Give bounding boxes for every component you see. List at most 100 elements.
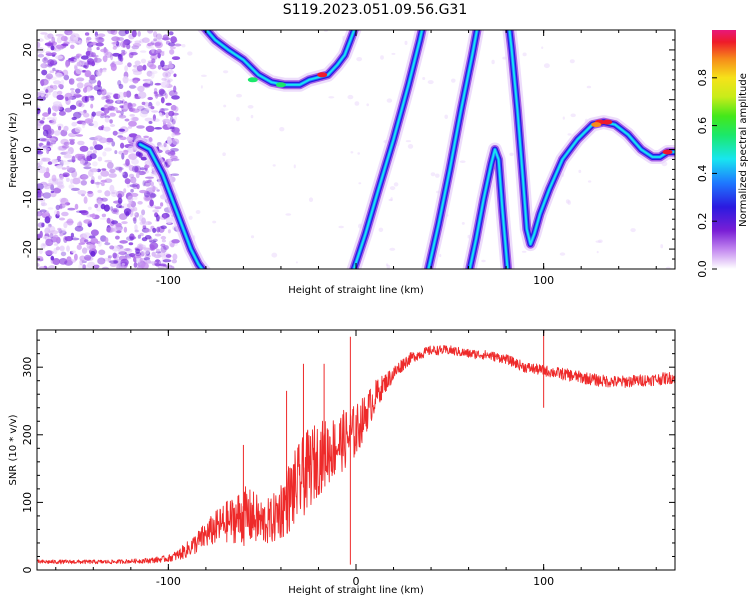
spectrogram-noise-speckle <box>47 161 53 165</box>
spectrogram-noise-speckle <box>164 93 168 99</box>
spectrogram-noise-speckle <box>104 117 110 123</box>
spectrogram-noise-speckle <box>153 31 158 38</box>
spectrogram-noise-speckle <box>147 180 152 183</box>
spectrogram-noise-speckle <box>90 229 99 236</box>
spectrogram-noise-speckle <box>338 225 345 229</box>
snr-x-axis-label: Height of straight line (km) <box>288 585 424 596</box>
spectrogram-noise-speckle <box>71 121 77 127</box>
spectrogram-noise-speckle <box>79 159 86 165</box>
spectrogram-noise-speckle <box>378 227 384 232</box>
spectrogram-noise-speckle <box>37 154 43 157</box>
spectrogram-y-tick-label: -20 <box>21 240 34 258</box>
spectrogram-noise-speckle <box>37 53 45 58</box>
colorbar-gradient <box>712 30 736 269</box>
spectrogram-noise-speckle <box>46 73 53 80</box>
spectrogram-noise-speckle <box>81 174 89 180</box>
spectrogram-noise-speckle <box>42 57 49 64</box>
spectrogram-noise-speckle <box>151 58 156 64</box>
spectrogram-noise-speckle <box>78 39 83 45</box>
spectrogram-noise-speckle <box>47 33 54 39</box>
spectrogram-noise-speckle <box>43 171 51 179</box>
spectrogram-noise-speckle <box>295 261 298 264</box>
spectrogram-noise-speckle <box>154 127 163 130</box>
spectrogram-noise-speckle <box>40 94 44 98</box>
spectrogram-noise-speckle <box>47 107 52 115</box>
spectrogram-noise-speckle <box>236 116 240 122</box>
spectrogram-noise-speckle <box>102 55 108 63</box>
spectrogram-noise-speckle <box>170 38 178 43</box>
spectrogram-noise-speckle <box>75 88 81 94</box>
spectrogram-noise-speckle <box>140 58 147 64</box>
spectrogram-noise-speckle <box>200 85 203 89</box>
spectrogram-noise-speckle <box>170 104 177 111</box>
spectrogram-noise-speckle <box>155 33 163 40</box>
spectrogram-noise-speckle <box>63 221 68 229</box>
spectrogram-noise-speckle <box>130 192 139 197</box>
spectrogram-noise-speckle <box>142 64 147 71</box>
spectrogram-noise-speckle <box>51 36 56 45</box>
spectrogram-noise-speckle <box>293 164 296 169</box>
spectrogram-noise-speckle <box>115 212 120 216</box>
spectrogram-noise-speckle <box>45 89 49 94</box>
spectrogram-noise-speckle <box>271 252 278 258</box>
spectrogram-noise-speckle <box>119 56 123 63</box>
spectrogram-noise-speckle <box>61 144 70 149</box>
spectrogram-noise-speckle <box>171 239 180 244</box>
spectrogram-noise-speckle <box>71 155 76 163</box>
spectrogram-noise-speckle <box>154 233 162 237</box>
spectrogram-noise-speckle <box>279 127 285 132</box>
spectrogram-noise-speckle <box>80 60 88 66</box>
spectrogram-noise-speckle <box>110 30 118 35</box>
spectrogram-noise-speckle <box>660 244 664 249</box>
spectrogram-noise-speckle <box>160 235 167 240</box>
spectrogram-noise-speckle <box>170 155 178 160</box>
spectrogram-noise-speckle <box>407 144 414 149</box>
snr-plot-area <box>37 330 675 570</box>
spectrogram-noise-speckle <box>47 225 56 233</box>
spectrogram-y-tick-label: 10 <box>21 93 34 107</box>
spectrogram-noise-speckle <box>74 126 82 133</box>
spectrogram-noise-speckle <box>145 250 151 256</box>
spectrogram-trace-2-layer-5 <box>205 30 356 86</box>
spectrogram-noise-speckle <box>53 243 59 246</box>
spectrogram-noise-speckle <box>152 238 158 242</box>
spectrogram-noise-speckle <box>120 142 125 149</box>
spectrogram-noise-speckle <box>115 235 120 240</box>
spectrogram-noise-speckle <box>109 119 113 124</box>
spectrogram-noise-speckle <box>439 253 442 258</box>
spectrogram-noise-speckle <box>130 52 138 56</box>
spectrogram-noise-speckle <box>521 250 527 253</box>
spectrogram-noise-speckle <box>37 213 41 217</box>
spectrogram-noise-speckle <box>135 172 140 179</box>
spectrogram-noise-speckle <box>97 80 102 88</box>
spectrogram-noise-speckle <box>60 79 65 85</box>
spectrogram-noise-speckle <box>46 224 50 231</box>
spectrogram-noise-speckle <box>119 113 123 118</box>
spectrogram-noise-speckle <box>50 140 57 145</box>
spectrogram-noise-speckle <box>427 80 434 85</box>
spectrogram-hotspot <box>275 82 286 88</box>
spectrogram-noise-speckle <box>141 237 148 242</box>
spectrogram-noise-speckle <box>173 85 177 93</box>
spectrogram-noise-speckle <box>150 71 155 79</box>
spectrogram-noise-speckle <box>56 94 64 101</box>
spectrogram-noise-speckle <box>109 168 116 174</box>
spectrogram-noise-speckle <box>70 88 75 91</box>
spectrogram-noise-speckle <box>42 117 46 121</box>
spectrogram-noise-speckle <box>52 101 62 107</box>
spectrogram-noise-speckle <box>168 110 175 117</box>
spectrogram-noise-speckle <box>272 164 276 167</box>
spectrogram-noise-speckle <box>65 60 69 68</box>
spectrogram-noise-speckle <box>422 77 426 80</box>
spectrogram-noise-speckle <box>145 78 153 84</box>
spectrogram-noise-speckle <box>48 223 52 228</box>
spectrogram-noise-speckle <box>52 258 61 265</box>
spectrogram-noise-speckle <box>158 88 165 95</box>
spectrogram-noise-speckle <box>112 252 117 259</box>
spectrogram-noise-speckle <box>67 32 76 36</box>
spectrogram-noise-speckle <box>404 40 408 46</box>
colorbar-label: Normalized spectral amplitude <box>738 73 749 227</box>
spectrogram-noise-speckle <box>134 212 139 218</box>
colorbar: 0.0 0.2 0.4 0.6 0.8 Normalized spectral ampl… <box>696 30 749 278</box>
